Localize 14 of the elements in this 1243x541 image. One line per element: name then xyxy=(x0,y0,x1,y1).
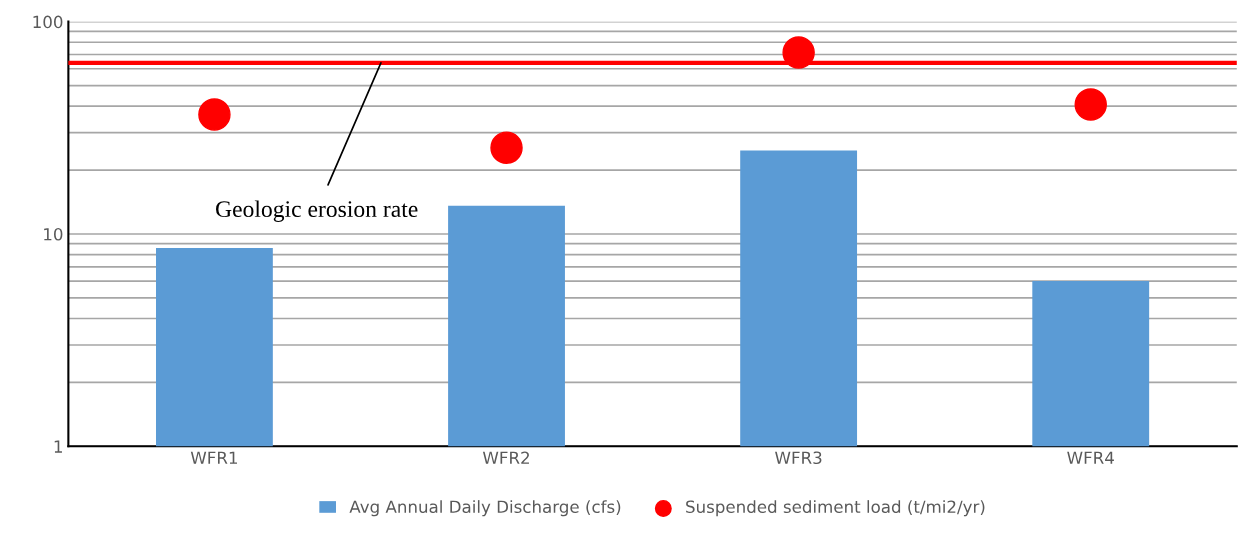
x-tick-label: WFR4 xyxy=(1067,451,1114,464)
legend-label: Avg Annual Daily Discharge (cfs) xyxy=(349,500,621,517)
y-tick-label: 1 xyxy=(54,440,62,453)
point xyxy=(782,36,815,69)
legend-label: Suspended sediment load (t/mi2/yr) xyxy=(686,500,985,517)
point xyxy=(1074,88,1107,121)
point xyxy=(198,98,231,131)
y-tick-label: 10 xyxy=(44,227,63,241)
y-tick-label: 100 xyxy=(33,15,63,29)
x-tick-label: WFR1 xyxy=(190,451,237,464)
x-tick-label: WFR2 xyxy=(482,451,529,464)
point xyxy=(490,131,523,164)
ref-line-label: Geologic erosion rate xyxy=(216,200,418,222)
x-tick-label: WFR3 xyxy=(775,451,822,465)
